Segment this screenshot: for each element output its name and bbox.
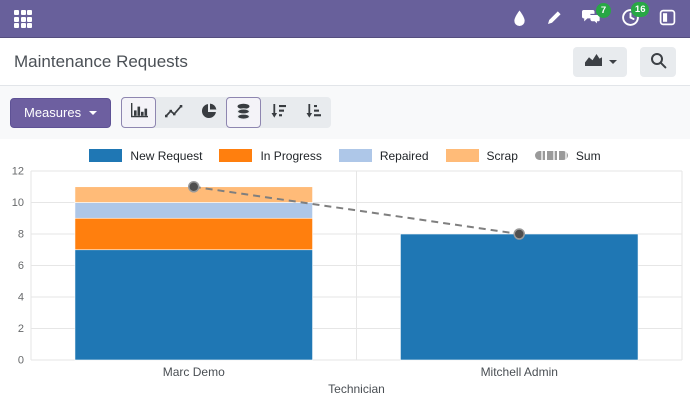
clock-icon — [621, 8, 640, 30]
bar-segment-repaired[interactable] — [74, 202, 313, 219]
legend-label: Scrap — [486, 148, 518, 163]
navbar-systray: 7 16 — [512, 2, 676, 30]
graph-toolbar: Measures — [0, 86, 690, 139]
legend-swatch-new-request — [89, 149, 123, 162]
legend-swatch-in-progress — [219, 149, 253, 162]
view-switcher-button[interactable] — [573, 46, 627, 77]
page-title: Maintenance Requests — [14, 51, 188, 71]
sum-point[interactable] — [513, 228, 525, 240]
database-stack-icon — [236, 103, 251, 123]
x-axis-title: Technician — [328, 382, 385, 396]
sort-ascending-button[interactable] — [296, 97, 331, 128]
x-category-label: Marc Demo — [163, 365, 225, 379]
header-actions — [573, 46, 676, 77]
legend-label: In Progress — [260, 148, 322, 163]
bar-chart-icon — [130, 103, 148, 122]
x-category-label: Mitchell Admin — [481, 365, 558, 379]
messages-button[interactable]: 7 — [581, 3, 611, 29]
control-panel: Maintenance Requests — [0, 38, 690, 86]
sort-descending-button[interactable] — [261, 97, 296, 128]
legend-item-new-request[interactable]: New Request — [89, 149, 202, 163]
chart-section: New Request In Progress Repaired Scrap Sum 0… — [0, 139, 690, 407]
line-chart-button[interactable] — [156, 97, 191, 128]
y-tick-label: 8 — [18, 229, 24, 241]
legend-label: Sum — [575, 148, 601, 163]
chevron-down-icon — [608, 59, 617, 64]
apps-grid-icon — [14, 9, 33, 29]
side-panel-button[interactable] — [659, 9, 676, 29]
y-tick-label: 12 — [12, 166, 24, 178]
pie-chart-icon — [201, 103, 217, 122]
area-chart-icon — [584, 53, 603, 70]
legend-label: Repaired — [379, 148, 429, 163]
sort-ascending-icon — [305, 103, 322, 122]
chart-legend: New Request In Progress Repaired Scrap Sum — [0, 139, 690, 163]
measures-label: Measures — [24, 105, 82, 120]
sort-descending-icon — [270, 103, 287, 122]
messages-badge: 7 — [596, 3, 611, 18]
top-navbar: 7 16 — [0, 0, 690, 38]
sum-point[interactable] — [188, 181, 200, 193]
legend-label: New Request — [130, 148, 203, 163]
pie-chart-button[interactable] — [191, 97, 226, 128]
chart-mode-button-group — [121, 97, 332, 128]
activities-button[interactable]: 16 — [621, 2, 649, 30]
apps-menu-button[interactable] — [10, 6, 36, 32]
legend-swatch-sum — [534, 151, 568, 160]
y-tick-label: 6 — [18, 260, 24, 272]
legend-swatch-repaired — [338, 149, 372, 162]
pencil-icon — [546, 10, 562, 29]
edit-button[interactable] — [546, 10, 562, 29]
legend-item-scrap[interactable]: Scrap — [445, 148, 518, 163]
chevron-down-icon — [89, 110, 98, 115]
bar-chart-button[interactable] — [121, 97, 157, 128]
maintenance-requests-chart: 0 2 4 6 8 10 12 Marc Demo Mitchell Admin Technici… — [12, 166, 683, 396]
y-tick-label: 10 — [12, 197, 24, 209]
bar-segment-new-request[interactable] — [400, 233, 639, 361]
legend-item-repaired[interactable]: Repaired — [338, 148, 429, 163]
stacked-toggle-button[interactable] — [226, 97, 262, 128]
droplet-icon — [512, 9, 527, 30]
side-panel-icon — [659, 9, 676, 29]
y-tick-label: 2 — [18, 323, 24, 335]
search-icon — [650, 52, 667, 72]
measures-dropdown-button[interactable]: Measures — [10, 97, 112, 128]
legend-item-sum[interactable]: Sum — [534, 148, 601, 163]
search-button[interactable] — [640, 46, 676, 77]
y-tick-label: 0 — [18, 355, 24, 367]
bar-segment-new-request[interactable] — [74, 249, 313, 361]
droplet-button[interactable] — [512, 9, 527, 30]
legend-swatch-scrap — [445, 149, 479, 162]
sum-line — [193, 185, 520, 235]
y-tick-label: 4 — [18, 292, 24, 304]
activities-badge: 16 — [631, 2, 649, 17]
bar-segment-in-progress[interactable] — [74, 217, 313, 251]
legend-item-in-progress[interactable]: In Progress — [219, 148, 322, 163]
line-chart-icon — [164, 104, 183, 121]
